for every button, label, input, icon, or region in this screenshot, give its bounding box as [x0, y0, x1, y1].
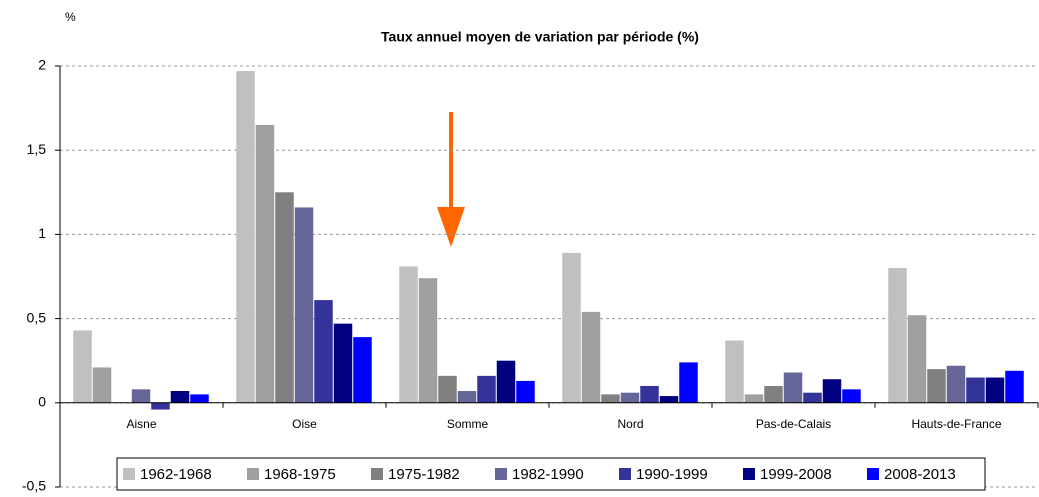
- x-tick-label: Aisne: [126, 417, 156, 431]
- bar: [131, 389, 151, 403]
- bar: [562, 252, 581, 403]
- y-unit: %: [65, 10, 76, 24]
- legend-swatch: [867, 468, 879, 480]
- bar: [620, 392, 640, 403]
- legend-label: 1982-1990: [512, 466, 584, 483]
- bar: [927, 369, 946, 403]
- x-tick-label: Somme: [447, 417, 489, 431]
- bar: [1005, 370, 1024, 403]
- y-tick-label: 1,5: [27, 141, 47, 157]
- bar: [601, 394, 620, 403]
- bar: [190, 394, 209, 403]
- legend-swatch: [619, 468, 631, 480]
- bar: [744, 394, 764, 403]
- bar: [783, 372, 803, 403]
- bar: [314, 300, 333, 403]
- bar: [946, 365, 966, 403]
- bar: [236, 71, 255, 403]
- bar: [73, 330, 92, 403]
- bar: [966, 377, 985, 403]
- legend-label: 1975-1982: [388, 466, 460, 483]
- legend-swatch: [371, 468, 383, 480]
- bar: [581, 311, 601, 403]
- bar: [170, 391, 190, 403]
- y-tick-label: 2: [38, 57, 46, 73]
- bar: [151, 402, 170, 410]
- legend-swatch: [495, 468, 507, 480]
- bar: [438, 375, 457, 403]
- legend-swatch: [247, 468, 259, 480]
- y-tick-label: -0,5: [22, 478, 46, 494]
- legend-label: 1999-2008: [760, 466, 832, 483]
- bar: [275, 192, 294, 403]
- legend-swatch: [123, 468, 135, 480]
- bar: [640, 385, 659, 403]
- bar: [399, 266, 418, 403]
- legend-label: 1968-1975: [264, 466, 336, 483]
- bar: [888, 268, 907, 403]
- bar: [985, 377, 1005, 403]
- annotation-arrow: [437, 112, 465, 247]
- bar: [725, 340, 744, 403]
- bar: [353, 337, 372, 403]
- y-tick-label: 0,5: [27, 309, 47, 325]
- legend-label: 2008-2013: [884, 466, 956, 483]
- bar: [255, 124, 275, 403]
- bar: [842, 389, 861, 403]
- legend-label: 1990-1999: [636, 466, 708, 483]
- x-tick-label: Nord: [617, 417, 643, 431]
- bar: [822, 379, 842, 403]
- bar: [679, 362, 698, 403]
- legend-label: 1962-1968: [140, 466, 212, 483]
- bar: [659, 396, 679, 403]
- bar: [92, 367, 112, 403]
- y-tick-label: 1: [38, 225, 46, 241]
- x-tick-label: Oise: [292, 417, 317, 431]
- legend-swatch: [743, 468, 755, 480]
- bar: [496, 360, 516, 403]
- bar: [477, 375, 496, 403]
- x-tick-label: Pas-de-Calais: [756, 417, 831, 431]
- bar: [457, 391, 477, 403]
- bar: [294, 207, 314, 403]
- chart-title: Taux annuel moyen de variation par pério…: [381, 29, 699, 45]
- bar: [907, 315, 927, 403]
- y-tick-label: 0: [38, 394, 46, 410]
- x-tick-label: Hauts-de-France: [911, 417, 1001, 431]
- bar: [803, 392, 822, 403]
- bar: [516, 380, 535, 403]
- bar: [333, 323, 353, 403]
- bar: [764, 385, 783, 403]
- bar: [418, 278, 438, 403]
- legend-box: [116, 457, 986, 491]
